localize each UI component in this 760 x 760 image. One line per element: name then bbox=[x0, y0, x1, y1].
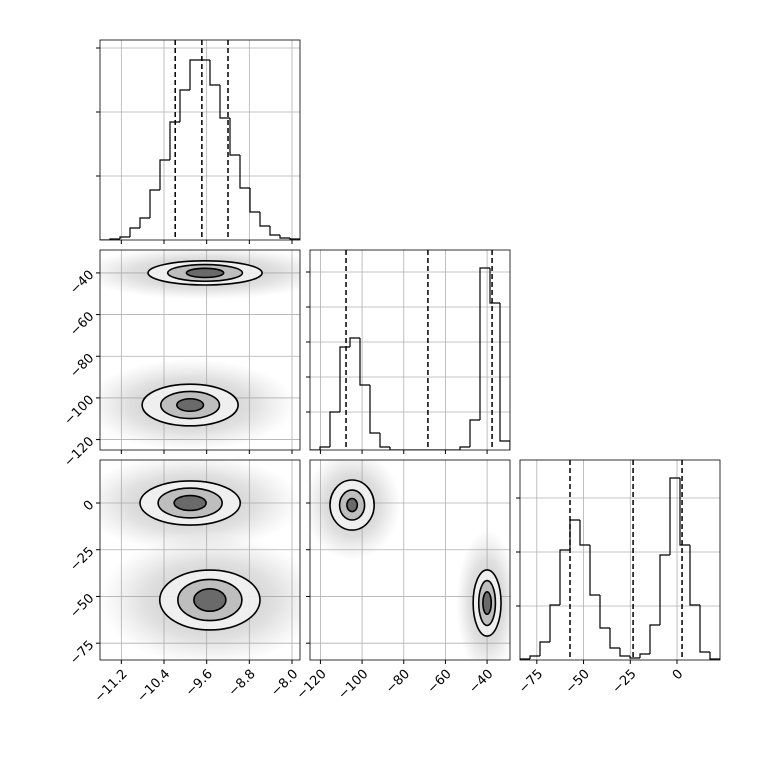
panel-frame bbox=[99, 39, 301, 241]
x-tick-label: −9.6 bbox=[183, 667, 216, 700]
histogram-bin bbox=[229, 118, 240, 156]
y-tick-label: −25 bbox=[67, 544, 97, 574]
histogram-bin bbox=[249, 188, 260, 213]
histogram-bin bbox=[579, 520, 590, 546]
x-tick-label: −120 bbox=[294, 667, 330, 703]
y-tick-label: −120 bbox=[61, 434, 97, 470]
histogram-bin bbox=[699, 605, 710, 653]
panel-frame bbox=[99, 459, 301, 661]
panel bbox=[310, 460, 510, 660]
histogram-bin bbox=[469, 419, 480, 447]
histogram-bin bbox=[359, 338, 370, 386]
histogram-bin bbox=[269, 226, 280, 236]
x-tick-label: −80 bbox=[383, 667, 413, 697]
contour-level bbox=[173, 494, 207, 512]
y-tick-label: −50 bbox=[67, 591, 97, 621]
histogram-bin bbox=[669, 477, 680, 555]
x-tick-label: −10.4 bbox=[135, 667, 174, 706]
x-tick-label: −75 bbox=[516, 667, 546, 697]
contour-level bbox=[193, 587, 227, 613]
histogram-bin bbox=[629, 656, 640, 659]
histogram-bin bbox=[329, 411, 340, 447]
histogram-bin bbox=[369, 385, 380, 434]
panel bbox=[520, 460, 720, 660]
histogram-bin bbox=[289, 238, 300, 240]
x-tick-label: −8.8 bbox=[226, 667, 259, 700]
histogram-bin bbox=[389, 447, 400, 450]
histogram-bin bbox=[679, 478, 690, 546]
histogram-bin bbox=[459, 446, 470, 450]
histogram-bin bbox=[259, 212, 270, 227]
panel-frame bbox=[519, 459, 721, 661]
contour-level bbox=[482, 590, 493, 616]
panel-frame bbox=[309, 249, 511, 451]
histogram-bin bbox=[599, 595, 610, 629]
panel-frame bbox=[309, 459, 511, 661]
histogram-bin bbox=[159, 159, 170, 190]
x-tick-label: −11.2 bbox=[92, 667, 131, 706]
histogram-bin bbox=[479, 267, 490, 420]
histogram-bin bbox=[179, 89, 190, 122]
x-tick-label: −60 bbox=[425, 667, 455, 697]
histogram-bin bbox=[639, 653, 650, 658]
x-tick-label: 0 bbox=[670, 667, 686, 683]
panel bbox=[100, 460, 300, 660]
x-tick-label: −25 bbox=[610, 667, 640, 697]
histogram-bin bbox=[529, 655, 540, 659]
x-tick-label: −100 bbox=[336, 667, 372, 703]
histogram-bin bbox=[139, 217, 150, 228]
x-tick-label: −50 bbox=[563, 667, 593, 697]
histogram-bin bbox=[569, 519, 580, 550]
x-tick-label: −40 bbox=[466, 667, 496, 697]
histogram-bin bbox=[499, 303, 510, 450]
histogram-bin bbox=[129, 227, 140, 237]
y-tick-label: −75 bbox=[67, 638, 97, 668]
histogram-bin bbox=[279, 235, 290, 239]
histogram-bin bbox=[549, 604, 560, 642]
y-tick-label: 0 bbox=[81, 498, 97, 514]
histogram-bin bbox=[189, 59, 200, 90]
contour-level bbox=[346, 497, 359, 513]
histogram-bin bbox=[209, 60, 220, 86]
y-tick-label: −60 bbox=[67, 309, 97, 339]
histogram-bin bbox=[489, 268, 500, 304]
contour-level bbox=[185, 267, 225, 279]
histogram-bin bbox=[659, 554, 670, 625]
histogram-bin bbox=[559, 549, 570, 605]
histogram-bin bbox=[609, 628, 620, 649]
histogram-bin bbox=[219, 85, 230, 119]
contour-level bbox=[176, 397, 205, 413]
histogram-bin bbox=[709, 652, 720, 660]
histogram-bin bbox=[649, 624, 660, 654]
y-tick-label: −80 bbox=[67, 351, 97, 381]
panel bbox=[100, 40, 300, 240]
histogram-bin bbox=[339, 346, 350, 412]
histogram-bin bbox=[689, 545, 700, 606]
histogram-bin bbox=[379, 433, 390, 448]
histogram-bin bbox=[619, 648, 630, 657]
panel bbox=[310, 250, 510, 450]
y-tick-label: −40 bbox=[67, 268, 97, 298]
panel bbox=[100, 250, 300, 450]
panel-frame bbox=[99, 249, 301, 451]
histogram-bin bbox=[169, 121, 180, 160]
histogram-bin bbox=[319, 446, 330, 450]
histogram-bin bbox=[239, 155, 250, 189]
histogram-bin bbox=[520, 658, 530, 660]
y-tick-label: −100 bbox=[61, 393, 97, 429]
histogram-bin bbox=[539, 641, 550, 656]
histogram-bin bbox=[349, 337, 360, 347]
histogram-bin bbox=[149, 189, 160, 218]
histogram-bin bbox=[589, 545, 600, 596]
histogram-bin bbox=[119, 236, 130, 239]
